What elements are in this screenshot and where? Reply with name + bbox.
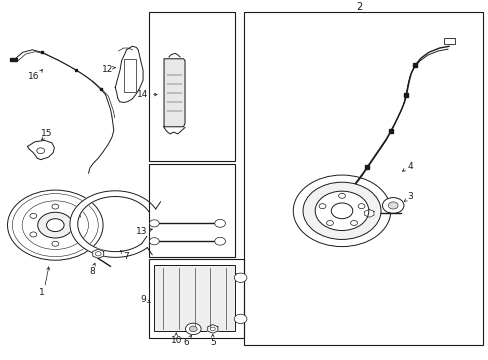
Circle shape [37,148,44,154]
Circle shape [52,241,59,246]
Circle shape [189,326,197,332]
Circle shape [210,327,215,331]
Text: 5: 5 [209,338,215,347]
Polygon shape [207,325,218,333]
Circle shape [382,198,403,213]
Circle shape [30,213,37,219]
Text: 3: 3 [407,192,412,201]
Circle shape [95,252,101,256]
Bar [244,12,483,345]
Circle shape [357,204,364,209]
Text: 2: 2 [355,2,362,12]
Circle shape [185,323,201,334]
Circle shape [330,203,352,219]
Bar [154,265,234,332]
Polygon shape [27,140,54,160]
Text: 9: 9 [140,295,145,304]
Text: 14: 14 [137,90,148,99]
Circle shape [74,232,81,237]
Bar [444,38,454,44]
Circle shape [315,191,368,230]
Bar [149,12,234,161]
Circle shape [149,220,159,227]
Circle shape [234,314,246,324]
Circle shape [149,238,159,245]
Text: 15: 15 [41,129,53,138]
Circle shape [30,232,37,237]
Bar [123,59,136,92]
Bar [10,58,17,61]
Text: 16: 16 [28,72,40,81]
Circle shape [303,182,380,239]
Polygon shape [93,249,103,258]
Circle shape [74,213,81,219]
Circle shape [234,273,246,282]
Text: 6: 6 [183,338,188,347]
Bar [149,164,234,257]
Circle shape [319,204,325,209]
Text: 1: 1 [39,288,45,297]
Text: 13: 13 [136,227,147,236]
Circle shape [387,202,397,209]
Polygon shape [70,191,155,257]
Circle shape [52,204,59,209]
Text: 4: 4 [407,162,412,171]
Text: 12: 12 [102,65,113,74]
Polygon shape [163,59,184,127]
Circle shape [214,237,225,245]
Circle shape [350,220,357,225]
Text: 8: 8 [89,267,95,276]
Circle shape [338,193,345,198]
Text: 11: 11 [232,273,244,282]
Polygon shape [115,46,143,103]
Polygon shape [364,210,373,217]
Circle shape [214,219,225,227]
Text: 10: 10 [170,336,182,345]
Circle shape [46,219,64,231]
Text: 7: 7 [123,252,129,261]
Bar [149,259,244,338]
Circle shape [38,212,73,238]
Circle shape [326,220,333,225]
